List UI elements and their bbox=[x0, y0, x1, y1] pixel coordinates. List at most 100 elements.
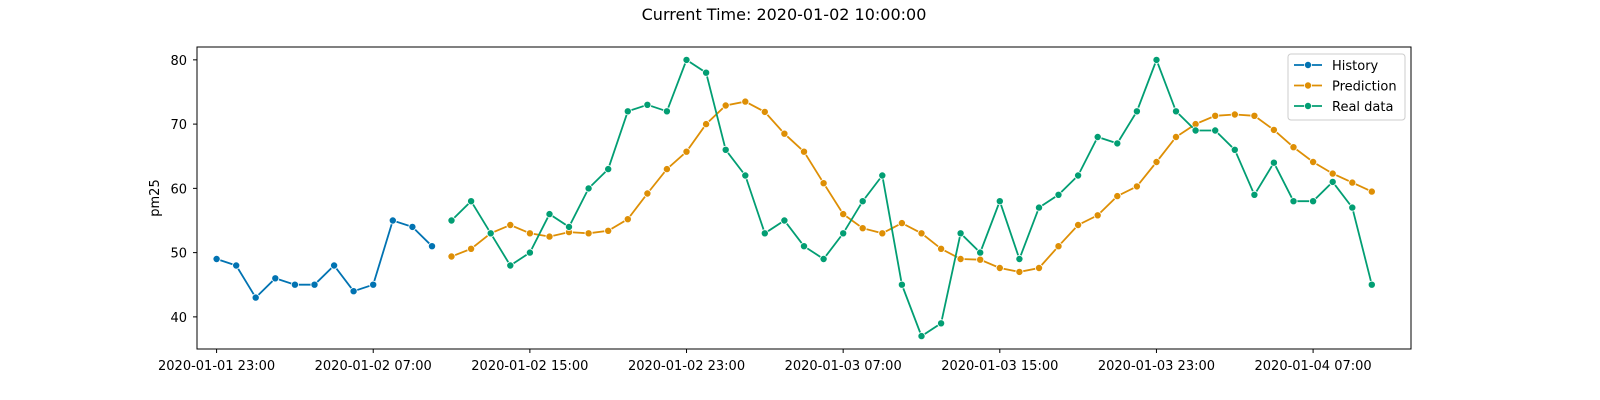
data-point-prediction bbox=[1309, 157, 1318, 166]
data-point-real-data bbox=[486, 229, 495, 238]
x-tick-label: 2020-01-02 07:00 bbox=[315, 359, 432, 374]
data-point-prediction bbox=[506, 220, 515, 229]
x-tick-label: 2020-01-02 15:00 bbox=[471, 359, 588, 374]
data-point-prediction bbox=[1211, 111, 1220, 120]
data-point-prediction bbox=[702, 120, 711, 129]
data-point-history bbox=[251, 293, 260, 302]
data-point-real-data bbox=[682, 55, 691, 64]
data-point-prediction bbox=[917, 229, 926, 238]
data-point-real-data bbox=[721, 145, 730, 154]
legend-marker-real-data bbox=[1304, 102, 1313, 111]
data-point-history bbox=[232, 261, 241, 270]
data-point-prediction bbox=[1035, 263, 1044, 272]
data-point-real-data bbox=[1328, 177, 1337, 186]
data-point-real-data bbox=[1152, 55, 1161, 64]
legend-marker-prediction bbox=[1304, 81, 1313, 90]
data-point-prediction bbox=[1289, 143, 1298, 152]
data-point-real-data bbox=[1015, 254, 1024, 263]
data-point-prediction bbox=[1113, 192, 1122, 201]
series-line-real-data bbox=[450, 57, 1373, 338]
legend-label-history: History bbox=[1332, 59, 1379, 74]
data-point-real-data bbox=[447, 216, 456, 225]
data-point-real-data bbox=[937, 319, 946, 328]
data-point-prediction bbox=[858, 224, 867, 233]
data-point-prediction bbox=[467, 244, 476, 253]
data-point-real-data bbox=[1191, 126, 1200, 135]
data-point-real-data bbox=[1093, 132, 1102, 141]
data-point-prediction bbox=[1074, 220, 1083, 229]
x-tick-label: 2020-01-01 23:00 bbox=[158, 359, 275, 374]
data-point-real-data bbox=[1309, 197, 1318, 206]
data-point-real-data bbox=[1367, 280, 1376, 289]
data-point-history bbox=[212, 254, 221, 263]
data-point-real-data bbox=[1113, 139, 1122, 148]
data-point-prediction bbox=[682, 147, 691, 156]
data-point-prediction bbox=[956, 254, 965, 263]
data-point-real-data bbox=[1250, 190, 1259, 199]
x-tick-label: 2020-01-03 23:00 bbox=[1098, 359, 1215, 374]
data-point-real-data bbox=[800, 242, 809, 251]
data-point-real-data bbox=[1074, 171, 1083, 180]
data-point-prediction bbox=[937, 244, 946, 253]
data-point-real-data bbox=[741, 171, 750, 180]
data-point-prediction bbox=[1250, 111, 1259, 120]
data-point-prediction bbox=[819, 179, 828, 188]
data-point-prediction bbox=[780, 129, 789, 138]
data-point-real-data bbox=[623, 107, 632, 116]
data-point-real-data bbox=[643, 100, 652, 109]
data-point-history bbox=[310, 280, 319, 289]
data-point-prediction bbox=[839, 210, 848, 219]
data-point-real-data bbox=[467, 197, 476, 206]
data-point-real-data bbox=[545, 210, 554, 219]
data-point-prediction bbox=[1269, 125, 1278, 134]
y-tick-label: 80 bbox=[170, 54, 187, 69]
data-point-real-data bbox=[1132, 107, 1141, 116]
data-point-prediction bbox=[1367, 187, 1376, 196]
y-tick-label: 70 bbox=[170, 118, 187, 133]
data-point-history bbox=[427, 242, 436, 251]
data-point-prediction bbox=[995, 263, 1004, 272]
data-point-real-data bbox=[1289, 197, 1298, 206]
data-point-real-data bbox=[1211, 126, 1220, 135]
data-point-real-data bbox=[839, 229, 848, 238]
legend-box bbox=[1287, 53, 1406, 121]
data-point-real-data bbox=[956, 229, 965, 238]
data-point-prediction bbox=[1230, 110, 1239, 119]
legend-label-prediction: Prediction bbox=[1332, 80, 1397, 95]
data-point-history bbox=[408, 222, 417, 231]
data-point-prediction bbox=[760, 107, 769, 116]
data-point-history bbox=[388, 216, 397, 225]
data-point-real-data bbox=[1230, 145, 1239, 154]
x-tick-label: 2020-01-02 23:00 bbox=[628, 359, 745, 374]
data-point-prediction bbox=[976, 255, 985, 264]
data-point-real-data bbox=[584, 184, 593, 193]
data-point-real-data bbox=[917, 332, 926, 341]
data-point-prediction bbox=[1152, 157, 1161, 166]
y-axis-label: pm25 bbox=[148, 179, 163, 216]
data-point-prediction bbox=[447, 252, 456, 261]
x-tick-label: 2020-01-03 07:00 bbox=[785, 359, 902, 374]
legend-marker-history bbox=[1304, 61, 1313, 70]
data-point-real-data bbox=[858, 197, 867, 206]
data-point-real-data bbox=[897, 280, 906, 289]
data-point-real-data bbox=[525, 248, 534, 257]
data-point-prediction bbox=[721, 101, 730, 110]
data-point-real-data bbox=[1269, 158, 1278, 167]
data-point-prediction bbox=[545, 232, 554, 241]
data-point-prediction bbox=[1172, 132, 1181, 141]
data-point-prediction bbox=[741, 97, 750, 106]
data-point-prediction bbox=[604, 226, 613, 235]
data-point-prediction bbox=[1328, 169, 1337, 178]
data-point-prediction bbox=[878, 229, 887, 238]
plot-area-frame bbox=[196, 46, 1412, 350]
data-point-real-data bbox=[662, 107, 671, 116]
data-point-prediction bbox=[643, 189, 652, 198]
data-point-history bbox=[330, 261, 339, 270]
data-point-prediction bbox=[1348, 178, 1357, 187]
data-point-history bbox=[271, 274, 280, 283]
data-point-real-data bbox=[976, 248, 985, 257]
data-point-prediction bbox=[623, 215, 632, 224]
data-point-real-data bbox=[702, 68, 711, 77]
data-point-prediction bbox=[662, 165, 671, 174]
